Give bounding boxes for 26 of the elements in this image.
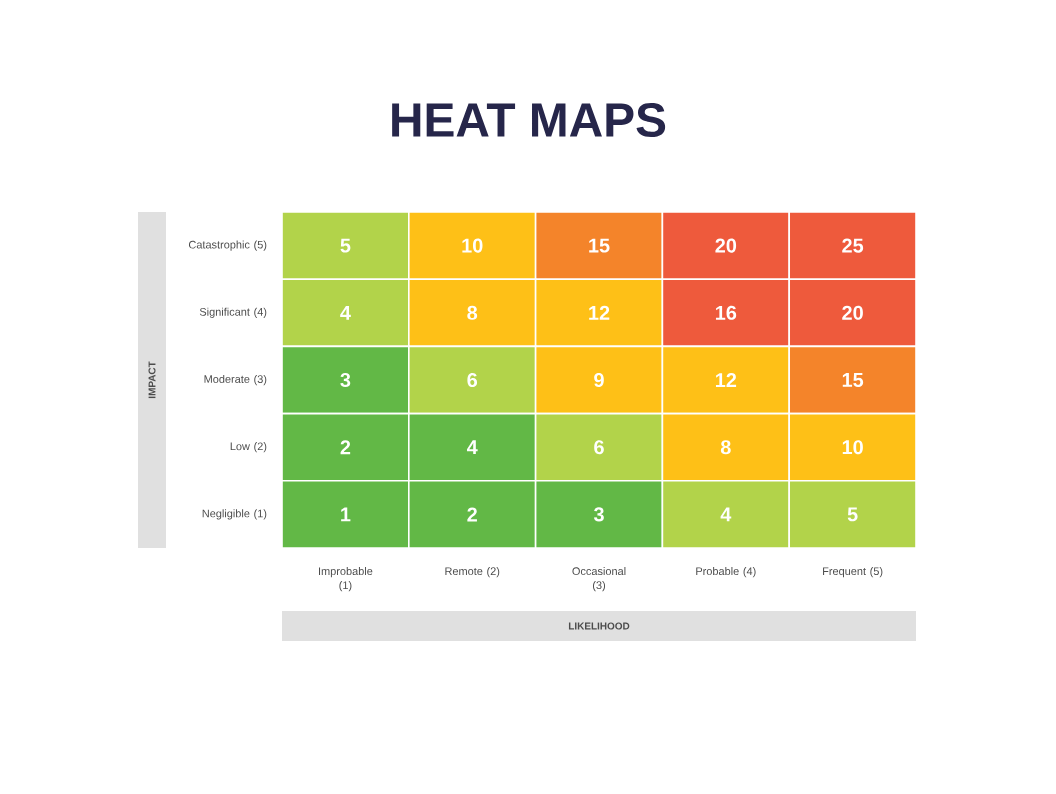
data-label: 2 [340,440,351,455]
data-label: 8 [467,305,478,320]
data-label: 25 [842,238,864,253]
data-label: 3 [340,372,351,388]
data-label: 5 [847,507,858,522]
data-label: 15 [589,238,610,253]
data-label: 4 [720,507,732,522]
data-label: 6 [594,440,604,455]
data-label: 8 [720,440,731,455]
data-label: 9 [594,372,604,388]
data-label: 6 [467,372,478,388]
data-label: 5 [340,238,351,253]
data-label: 2 [467,507,477,522]
data-label: 20 [842,305,863,320]
data-label: 10 [462,238,483,253]
data-label: 3 [593,507,604,522]
data-label: 4 [466,440,478,455]
data-label: 1 [341,507,351,522]
data-label: 15 [842,373,864,387]
chart-title: HEAT MAPS [392,103,666,137]
data-label: 16 [715,305,737,320]
data-label: 10 [842,440,863,455]
data-label: 12 [589,305,610,320]
data-label: 20 [715,238,737,253]
data-label: 12 [715,373,737,387]
data-label: 4 [340,305,351,320]
